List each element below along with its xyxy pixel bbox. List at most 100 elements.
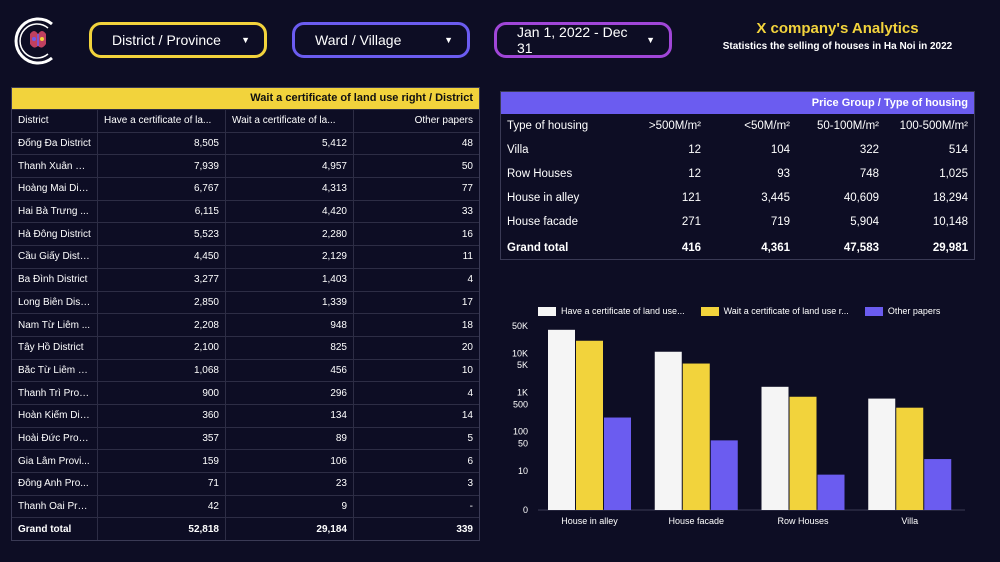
table-cell: 2,129 (321, 251, 347, 263)
table-cell: Thanh Oai Pro... (18, 501, 91, 513)
table-cell: 50 (461, 160, 473, 172)
table-cell: 514 (948, 144, 968, 156)
table-row: Đông Anh Pro... 71 23 3 (12, 472, 479, 495)
table-cell: 23 (335, 478, 347, 490)
table-cell: House in alley (507, 192, 580, 204)
bar[interactable] (817, 474, 845, 510)
table-cell: 29,981 (932, 242, 968, 254)
table-cell: 9 (341, 501, 347, 513)
bar[interactable] (868, 398, 896, 510)
table-cell: 5 (467, 432, 473, 444)
table-cell: Long Biên Dist... (18, 296, 91, 308)
table-cell: 29,184 (316, 523, 347, 535)
table-row: Thanh Xuân Di... 7,939 4,957 50 (12, 154, 479, 178)
table-cell: 825 (330, 342, 347, 354)
table-cell: 271 (681, 216, 701, 228)
table-cell: 339 (456, 523, 473, 535)
table-cell: 8,505 (193, 138, 219, 150)
table-cell: 1,068 (193, 364, 219, 376)
price-table-band-title: Price Group / Type of housing (501, 92, 974, 114)
table-cell: 1,403 (321, 274, 347, 286)
table-cell: Grand total (507, 242, 569, 254)
legend-item: Wait a certificate of land use r... (700, 306, 849, 316)
table-cell: 93 (777, 168, 790, 180)
district-table: Wait a certificate of land use right / D… (11, 87, 480, 542)
table-cell: Ba Đình District (18, 274, 88, 286)
company-logo (14, 17, 53, 65)
table-cell: 357 (202, 432, 219, 444)
table-cell: <50M/m² (744, 120, 790, 132)
table-cell: Nam Từ Liêm ... (18, 319, 91, 331)
bar[interactable] (604, 417, 631, 510)
table-cell: 100-500M/m² (899, 120, 968, 132)
table-row: Hoài Đức Provi... 357 89 5 (12, 426, 479, 450)
bar[interactable] (548, 329, 575, 510)
table-row: Thanh Oai Pro... 42 9 - (12, 494, 479, 518)
table-cell: - (469, 501, 473, 513)
table-row: House in alley 121 3,445 40,609 18,294 (501, 186, 974, 210)
table-cell: Type of housing (507, 120, 589, 132)
table-cell: Thanh Xuân Di... (18, 160, 91, 172)
table-cell: 4 (467, 387, 473, 399)
table-cell: 33 (461, 206, 473, 218)
x-tick-label: Row Houses (777, 516, 829, 526)
table-cell: 3,277 (193, 274, 219, 286)
bar[interactable] (924, 459, 952, 510)
y-tick-label: 50K (512, 321, 528, 331)
bar[interactable] (654, 351, 682, 510)
table-cell: Gia Lâm Provi... (18, 455, 90, 467)
table-cell: 159 (202, 455, 219, 467)
table-row: Long Biên Dist... 2,850 1,339 17 (12, 290, 479, 314)
table-cell: Tây Hồ District (18, 342, 84, 354)
bar[interactable] (761, 386, 789, 510)
table-cell: 104 (770, 144, 790, 156)
table-row: Villa 12 104 322 514 (501, 138, 974, 162)
bar[interactable] (710, 440, 738, 510)
table-cell: 4,450 (193, 251, 219, 263)
table-cell: 14 (461, 410, 473, 422)
bar[interactable] (896, 407, 924, 510)
table-cell: House facade (507, 216, 578, 228)
table-cell: Other papers (414, 115, 473, 127)
x-tick-label: House facade (668, 516, 724, 526)
date-range-filter[interactable]: Jan 1, 2022 - Dec 31 ▼ (494, 22, 672, 58)
legend-label: Wait a certificate of land use r... (723, 306, 849, 316)
table-cell: 77 (461, 183, 473, 195)
bar[interactable] (682, 363, 710, 510)
table-header-row: District Have a certificate of la... Wait … (12, 109, 479, 132)
table-cell: 4,957 (321, 160, 347, 172)
dashboard-title: X company's Analytics (756, 20, 919, 37)
caret-down-icon: ▼ (444, 35, 453, 45)
table-cell: 6,767 (193, 183, 219, 195)
table-cell: 2,850 (193, 296, 219, 308)
bar[interactable] (789, 396, 817, 510)
table-row: Ba Đình District 3,277 1,403 4 (12, 267, 479, 291)
table-cell: 12 (688, 168, 701, 180)
bar[interactable] (576, 340, 603, 510)
table-cell: 7,939 (193, 160, 219, 172)
district-table-band-title: Wait a certificate of land use right / D… (12, 88, 479, 109)
y-tick-label: 0 (523, 505, 528, 515)
table-cell: 5,904 (850, 216, 879, 228)
y-tick-label: 500 (513, 399, 528, 409)
table-cell: Đống Đa District (18, 138, 91, 150)
district-filter-label: District / Province (112, 32, 221, 48)
district-province-filter[interactable]: District / Province ▼ (89, 22, 267, 58)
table-cell: 10 (461, 364, 473, 376)
table-cell: 71 (207, 478, 219, 490)
y-tick-label: 10 (518, 466, 528, 476)
table-cell: 5,412 (321, 138, 347, 150)
legend-item: Other papers (864, 306, 940, 316)
table-cell: Wait a certificate of la... (232, 115, 336, 127)
table-total-row: Grand total 416 4,361 47,583 29,981 (501, 236, 974, 260)
ward-village-filter[interactable]: Ward / Village ▼ (292, 22, 470, 58)
table-cell: 900 (202, 387, 219, 399)
y-tick-label: 100 (513, 427, 528, 437)
x-tick-label: Villa (901, 516, 918, 526)
table-row: Cầu Giấy Distri... 4,450 2,129 11 (12, 245, 479, 268)
table-cell: 948 (330, 319, 347, 331)
table-cell: 18 (461, 319, 473, 331)
table-row: Gia Lâm Provi... 159 106 6 (12, 449, 479, 472)
table-cell: 4,361 (761, 242, 790, 254)
table-row: House facade 271 719 5,904 10,148 (501, 210, 974, 234)
